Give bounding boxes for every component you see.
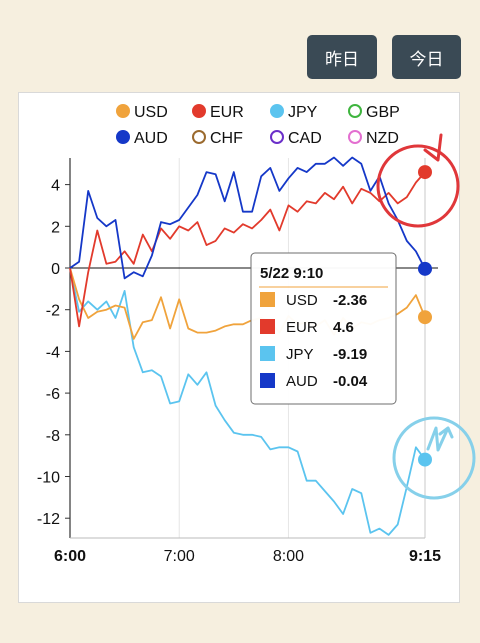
legend-label: CHF [210, 130, 243, 147]
legend-marker [270, 130, 284, 144]
series-line-aud [69, 156, 426, 280]
tooltip-swatch [260, 292, 275, 307]
legend-label: GBP [366, 104, 400, 121]
y-tick-label: -2 [46, 303, 60, 320]
endpoint-usd [418, 310, 432, 325]
x-tick-label: 6:00 [54, 548, 86, 565]
tooltip-swatch [260, 346, 275, 361]
legend-marker [348, 130, 362, 144]
legend-marker [192, 130, 206, 144]
legend-marker [270, 104, 284, 118]
y-tick-label: -12 [37, 511, 60, 528]
legend-label: CAD [288, 130, 322, 147]
tooltip-series-value: -2.36 [333, 292, 367, 309]
y-tick-label: 2 [51, 219, 60, 236]
legend-label: JPY [288, 104, 318, 121]
tooltip-series-value: 4.6 [333, 319, 354, 336]
y-tick-label: 4 [51, 178, 60, 195]
tooltip-series-value: -0.04 [333, 373, 368, 390]
tooltip-swatch [260, 373, 275, 388]
blue-annotation-circle [392, 416, 476, 500]
red-annotation-circle [376, 144, 460, 228]
series-line-jpy [69, 267, 426, 536]
legend-marker [116, 104, 130, 118]
endpoint-aud [418, 261, 432, 276]
tooltip-series-value: -9.19 [333, 346, 367, 363]
legend-label: NZD [366, 130, 399, 147]
x-tick-label: 8:00 [273, 548, 304, 565]
tooltip-box [250, 252, 397, 405]
series-line-eur [69, 171, 426, 328]
today-button[interactable]: 今日 [392, 35, 461, 79]
legend-label: AUD [134, 130, 168, 147]
tooltip-time: 5/22 9:10 [260, 265, 323, 282]
endpoint-eur [418, 165, 432, 180]
legend-marker [192, 104, 206, 118]
legend-marker [116, 130, 130, 144]
tooltip-series-name: JPY [286, 346, 314, 363]
legend-label: EUR [210, 104, 244, 121]
y-tick-label: 0 [51, 261, 60, 278]
y-tick-label: -10 [37, 470, 60, 487]
tooltip-series-name: AUD [286, 373, 318, 390]
x-tick-label: 7:00 [164, 548, 195, 565]
tooltip-swatch [260, 319, 275, 334]
y-tick-label: -4 [46, 344, 60, 361]
legend-marker [348, 104, 362, 118]
x-tick-label: 9:15 [409, 548, 441, 565]
tooltip-series-name: EUR [286, 319, 318, 336]
y-tick-label: -8 [46, 428, 60, 445]
endpoint-jpy [418, 452, 432, 467]
y-tick-label: -6 [46, 386, 60, 403]
red-annotation-mark [423, 133, 443, 162]
legend-label: USD [134, 104, 168, 121]
yesterday-button[interactable]: 昨日 [307, 35, 377, 79]
tooltip-series-name: USD [286, 292, 318, 309]
blue-annotation-mark [426, 426, 454, 452]
